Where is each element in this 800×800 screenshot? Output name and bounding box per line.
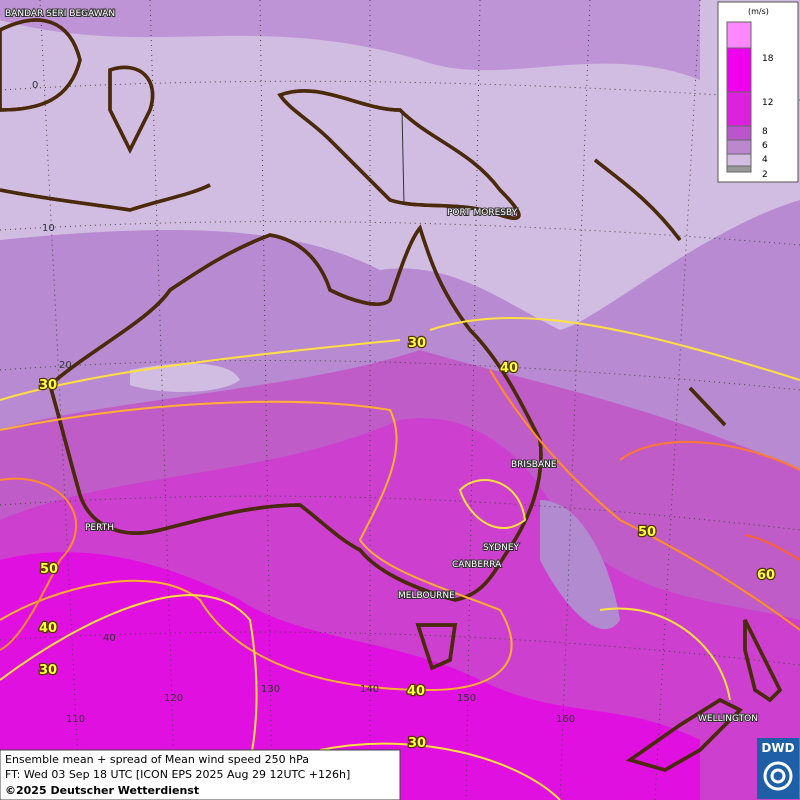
logo: DWD <box>761 741 794 755</box>
longitude-label: 160 <box>556 714 575 725</box>
footer-line: FT: Wed 03 Sep 18 UTC [ICON EPS 2025 Aug… <box>5 768 350 781</box>
legend: (m/s) 18 12 8 6 4 2 <box>717 1 799 183</box>
city-label: PERTH <box>85 523 114 533</box>
legend-tick: 2 <box>762 170 768 180</box>
legend-tick: 6 <box>762 141 768 151</box>
longitude-label: 140 <box>360 684 379 695</box>
footer-line: Ensemble mean + spread of Mean wind spee… <box>5 753 309 766</box>
city-label: MELBOURNE <box>398 591 455 601</box>
region-spread <box>540 500 620 630</box>
legend-unit: (m/s) <box>748 7 769 16</box>
longitude-label: 150 <box>457 693 476 704</box>
contour-label: 50 <box>40 562 58 577</box>
city-label: BRISBANE <box>511 460 557 470</box>
contour-lines <box>0 317 800 800</box>
contour-label: 30 <box>39 378 57 393</box>
contour-label: 60 <box>757 568 775 583</box>
legend-tick: 8 <box>762 127 768 137</box>
contour-label: 30 <box>39 663 57 678</box>
footer-line: ©2025 Deutscher Wetterdienst <box>5 784 199 797</box>
contour-label: 30 <box>408 336 426 351</box>
contour-labels: 30 30 40 50 40 30 40 30 50 60 <box>38 335 777 753</box>
grid-labels: 0 10 20 40 110 120 130 140 150 160 <box>32 80 575 725</box>
logo-swirl <box>763 761 793 791</box>
city-label: SYDNEY <box>483 543 520 553</box>
logo-swirl <box>770 768 786 784</box>
city-label: PORT MORESBY <box>447 208 518 218</box>
city-labels: BANDAR SERI BEGAWAN PORT MORESBY BRISBAN… <box>4 8 759 725</box>
latitude-label: 0 <box>32 80 38 91</box>
latitude-label: 40 <box>103 633 116 644</box>
city-label: CANBERRA <box>452 560 502 570</box>
legend-tick: 4 <box>762 155 768 165</box>
region-max <box>0 552 700 800</box>
contour-label: 30 <box>408 736 426 751</box>
footer: Ensemble mean + spread of Mean wind spee… <box>0 738 799 800</box>
latitude-label: 10 <box>42 223 55 234</box>
contour-label: 40 <box>407 684 425 699</box>
longitude-label: 110 <box>66 714 85 725</box>
latitude-label: 20 <box>59 360 72 371</box>
longitude-label: 120 <box>164 693 183 704</box>
region-light <box>130 363 240 392</box>
contour-label: 40 <box>39 621 57 636</box>
contour-label: 40 <box>500 361 518 376</box>
city-label: WELLINGTON <box>698 714 758 724</box>
contour-label: 50 <box>638 525 656 540</box>
longitude-label: 130 <box>261 684 280 695</box>
region-medium <box>0 0 700 80</box>
footer-box <box>0 749 401 800</box>
city-label: BANDAR SERI BEGAWAN <box>5 9 115 19</box>
legend-tick: 12 <box>762 98 773 108</box>
legend-tick: 18 <box>762 54 774 64</box>
